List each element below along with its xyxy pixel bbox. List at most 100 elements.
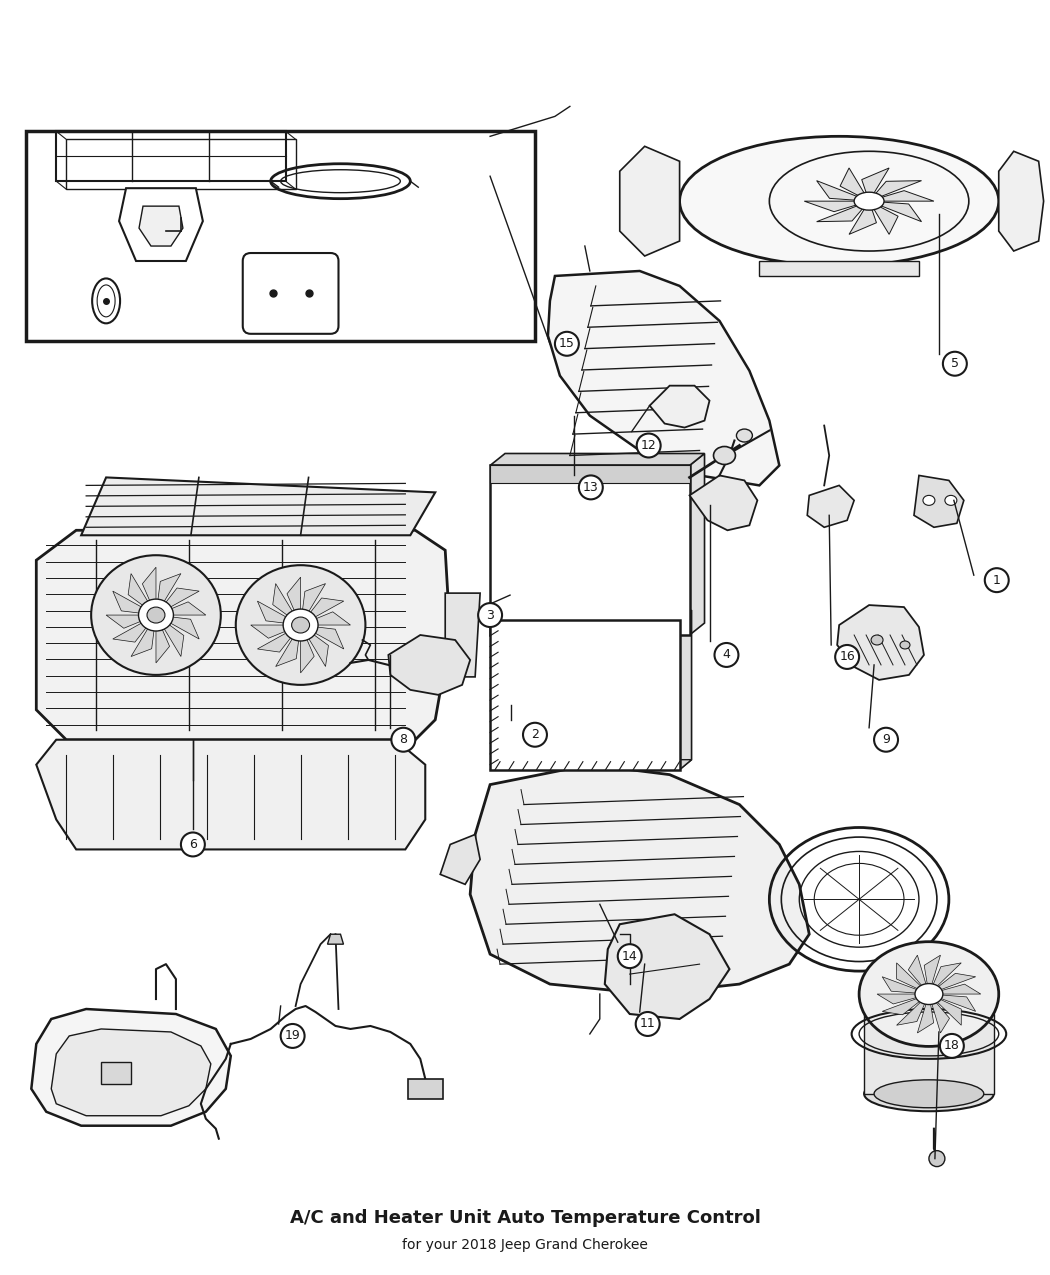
- Text: 18: 18: [944, 1039, 960, 1052]
- Ellipse shape: [874, 1080, 984, 1108]
- Ellipse shape: [854, 193, 884, 210]
- Polygon shape: [869, 201, 922, 222]
- Polygon shape: [929, 994, 949, 1033]
- Text: 9: 9: [882, 733, 890, 746]
- Text: 19: 19: [285, 1029, 300, 1043]
- Circle shape: [835, 645, 859, 669]
- Ellipse shape: [923, 496, 934, 505]
- Ellipse shape: [147, 607, 165, 623]
- Polygon shape: [287, 578, 300, 625]
- Polygon shape: [156, 574, 181, 615]
- Ellipse shape: [945, 496, 957, 505]
- Polygon shape: [300, 598, 343, 625]
- Polygon shape: [300, 625, 314, 673]
- Polygon shape: [128, 574, 156, 615]
- Polygon shape: [650, 385, 710, 427]
- Bar: [408, 1079, 443, 1099]
- Polygon shape: [929, 973, 975, 995]
- Polygon shape: [548, 272, 779, 486]
- Circle shape: [579, 476, 603, 500]
- Polygon shape: [276, 625, 300, 667]
- Text: 2: 2: [531, 728, 539, 741]
- Circle shape: [714, 643, 738, 667]
- Circle shape: [985, 569, 1009, 592]
- Polygon shape: [112, 592, 156, 615]
- Text: 1: 1: [993, 574, 1001, 586]
- Text: 12: 12: [640, 439, 656, 453]
- Polygon shape: [490, 454, 705, 465]
- Text: 8: 8: [399, 733, 407, 746]
- Ellipse shape: [236, 565, 365, 685]
- Polygon shape: [156, 615, 200, 639]
- Polygon shape: [300, 612, 351, 625]
- Polygon shape: [156, 602, 206, 615]
- Polygon shape: [156, 615, 169, 663]
- Bar: [759, 261, 919, 275]
- Polygon shape: [679, 609, 692, 770]
- Polygon shape: [119, 189, 203, 261]
- Circle shape: [940, 1034, 964, 1058]
- Text: 13: 13: [583, 481, 598, 493]
- Text: 16: 16: [839, 650, 855, 663]
- Circle shape: [280, 1024, 304, 1048]
- Polygon shape: [273, 584, 300, 625]
- Polygon shape: [804, 201, 869, 212]
- Text: 15: 15: [559, 338, 574, 351]
- Polygon shape: [106, 615, 156, 629]
- Bar: [57, 131, 286, 181]
- Polygon shape: [918, 994, 933, 1033]
- Polygon shape: [131, 615, 156, 657]
- Polygon shape: [300, 625, 329, 667]
- Polygon shape: [862, 168, 889, 201]
- Text: 4: 4: [722, 649, 731, 662]
- Circle shape: [478, 603, 502, 627]
- Circle shape: [929, 1150, 945, 1167]
- Polygon shape: [388, 635, 470, 695]
- Polygon shape: [849, 201, 877, 235]
- Polygon shape: [81, 477, 436, 536]
- Polygon shape: [877, 994, 929, 1003]
- Bar: [490, 465, 690, 483]
- Polygon shape: [882, 977, 929, 994]
- Polygon shape: [143, 567, 156, 615]
- Polygon shape: [929, 984, 981, 995]
- Polygon shape: [840, 168, 869, 201]
- Bar: [490, 620, 679, 770]
- Ellipse shape: [872, 635, 883, 645]
- Polygon shape: [869, 191, 933, 201]
- Polygon shape: [817, 181, 869, 201]
- Polygon shape: [156, 615, 184, 657]
- Text: 3: 3: [486, 608, 495, 621]
- Polygon shape: [807, 486, 854, 528]
- Ellipse shape: [864, 1076, 993, 1112]
- Polygon shape: [445, 593, 480, 677]
- Circle shape: [554, 332, 579, 356]
- Bar: [864, 1014, 993, 1094]
- Circle shape: [943, 352, 967, 376]
- Polygon shape: [999, 152, 1044, 251]
- Circle shape: [636, 434, 660, 458]
- Polygon shape: [869, 201, 898, 235]
- Circle shape: [181, 833, 205, 857]
- Polygon shape: [690, 454, 705, 635]
- Polygon shape: [817, 201, 869, 222]
- Ellipse shape: [736, 430, 753, 442]
- Polygon shape: [156, 588, 200, 615]
- Polygon shape: [924, 955, 941, 994]
- Polygon shape: [929, 963, 961, 994]
- Polygon shape: [328, 935, 343, 945]
- Polygon shape: [897, 963, 929, 994]
- Bar: [26, 131, 534, 340]
- Ellipse shape: [859, 942, 999, 1047]
- Polygon shape: [32, 1009, 231, 1126]
- Circle shape: [392, 728, 416, 752]
- Polygon shape: [620, 147, 679, 256]
- Circle shape: [635, 1012, 659, 1037]
- Polygon shape: [251, 625, 300, 639]
- Ellipse shape: [900, 641, 910, 649]
- Bar: [490, 465, 690, 635]
- Polygon shape: [929, 994, 962, 1025]
- Text: for your 2018 Jeep Grand Cherokee: for your 2018 Jeep Grand Cherokee: [402, 1238, 648, 1252]
- Text: A/C and Heater Unit Auto Temperature Control: A/C and Heater Unit Auto Temperature Con…: [290, 1210, 760, 1228]
- Text: 11: 11: [639, 1017, 655, 1030]
